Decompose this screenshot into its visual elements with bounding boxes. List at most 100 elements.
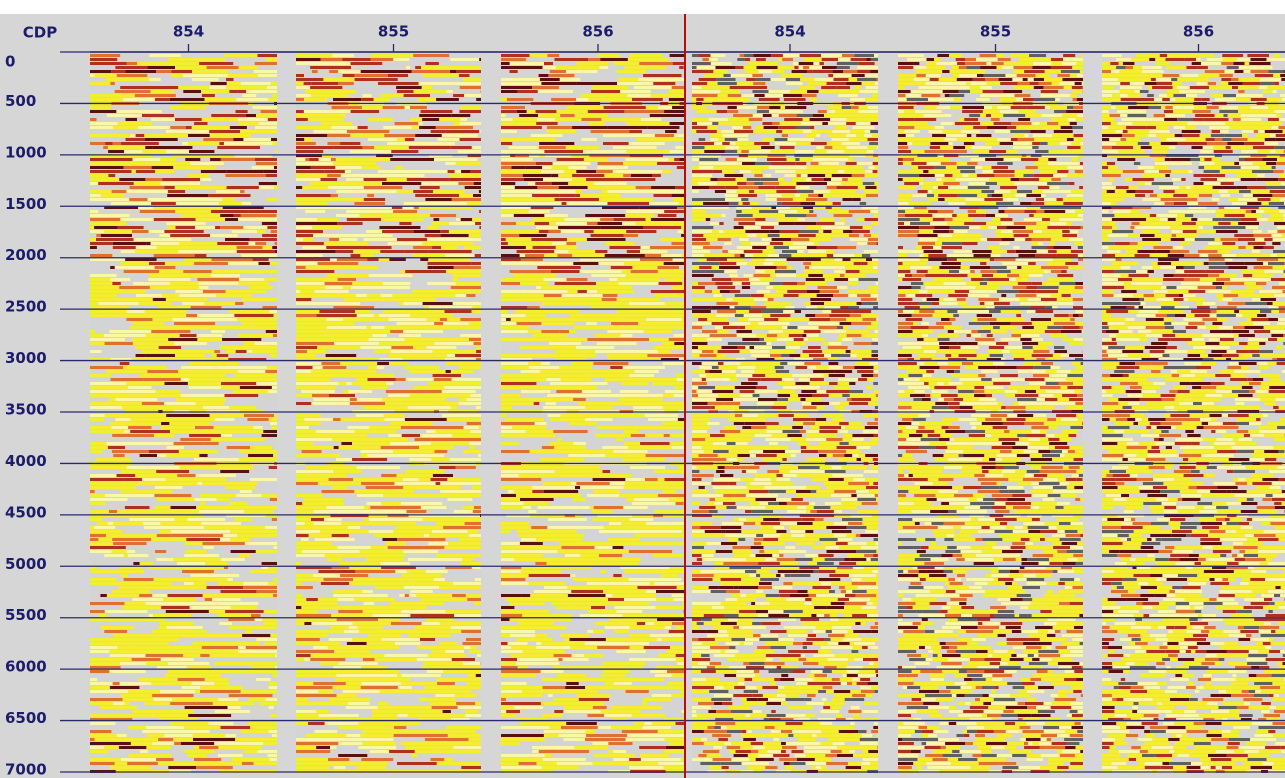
trace-sample	[113, 126, 139, 129]
trace-sample	[346, 214, 360, 217]
trace-sample	[671, 194, 685, 197]
trace-sample	[594, 434, 631, 437]
trace-sample	[708, 118, 729, 121]
trace-sample	[296, 222, 338, 225]
trace-sample	[117, 510, 151, 513]
trace-sample	[809, 98, 817, 101]
trace-sample	[658, 494, 685, 497]
trace-sample	[861, 578, 867, 581]
trace-sample	[577, 350, 596, 353]
trace-sample	[750, 546, 764, 549]
trace-sample	[629, 130, 642, 133]
trace-sample	[108, 150, 125, 153]
trace-sample	[126, 190, 168, 193]
trace-sample	[603, 106, 646, 109]
trace-sample	[622, 670, 630, 673]
trace-sample	[408, 370, 446, 373]
trace-sample	[296, 618, 311, 621]
trace-sample	[767, 254, 774, 257]
trace-sample	[653, 530, 682, 533]
trace-sample	[813, 62, 820, 65]
trace-sample	[848, 210, 871, 213]
trace-sample	[514, 186, 538, 189]
trace-sample	[229, 506, 252, 509]
trace-sample	[90, 526, 95, 529]
trace-sample	[188, 274, 212, 277]
trace-sample	[236, 510, 244, 513]
trace-sample	[304, 522, 314, 525]
trace-sample	[865, 114, 874, 117]
trace-sample	[759, 582, 772, 585]
trace-sample	[544, 62, 553, 65]
trace-sample	[420, 434, 453, 437]
trace-sample	[587, 370, 627, 373]
trace-sample	[328, 478, 354, 481]
trace-sample	[354, 74, 388, 77]
trace-sample	[257, 666, 275, 669]
trace-sample	[300, 290, 315, 293]
trace-sample	[733, 422, 745, 425]
trace-sample	[146, 242, 151, 245]
trace-sample	[588, 58, 601, 61]
trace-sample	[614, 178, 656, 181]
trace-sample	[692, 82, 708, 85]
trace-sample	[182, 570, 201, 573]
trace-sample	[559, 78, 581, 81]
trace-sample	[460, 318, 481, 321]
trace-sample	[591, 606, 605, 609]
trace-sample	[671, 446, 685, 449]
trace-sample	[191, 682, 215, 685]
trace-sample	[410, 590, 429, 593]
trace-sample	[368, 118, 393, 121]
trace-sample	[394, 506, 421, 509]
trace-sample	[90, 662, 120, 665]
trace-sample	[153, 614, 191, 617]
trace-sample	[604, 174, 624, 177]
trace-sample	[507, 242, 552, 245]
trace-sample	[173, 442, 205, 445]
trace-sample	[467, 674, 476, 677]
trace-sample	[246, 90, 277, 93]
trace-sample	[806, 226, 822, 229]
trace-sample	[842, 338, 853, 341]
trace-sample	[756, 402, 774, 405]
trace-sample	[413, 54, 450, 57]
trace-sample	[240, 690, 263, 693]
trace-sample	[501, 310, 508, 313]
trace-sample	[342, 58, 358, 61]
trace-sample	[320, 662, 339, 665]
trace-sample	[225, 218, 239, 221]
trace-sample	[439, 118, 461, 121]
trace-sample	[706, 502, 714, 505]
trace-sample	[541, 582, 566, 585]
trace-sample	[156, 558, 174, 561]
trace-sample	[679, 66, 684, 69]
trace-sample	[767, 298, 774, 301]
trace-sample	[452, 434, 481, 437]
trace-sample	[189, 150, 215, 153]
trace-sample	[876, 242, 878, 245]
trace-sample	[382, 230, 414, 233]
trace-sample	[843, 474, 864, 477]
trace-sample	[744, 54, 754, 57]
trace-sample	[114, 266, 155, 269]
trace-sample	[842, 54, 855, 57]
trace-sample	[664, 210, 685, 213]
trace-sample	[696, 450, 704, 453]
trace-sample	[507, 642, 528, 645]
trace-sample	[382, 182, 422, 185]
trace-sample	[771, 390, 778, 393]
trace-sample	[443, 526, 481, 529]
trace-sample	[377, 362, 389, 365]
trace-sample	[872, 162, 878, 165]
trace-sample	[234, 374, 242, 377]
trace-sample	[821, 166, 844, 169]
trace-sample	[133, 342, 174, 345]
trace-sample	[363, 238, 398, 241]
trace-sample	[862, 226, 872, 229]
trace-sample	[310, 430, 316, 433]
trace-sample	[501, 546, 535, 549]
trace-sample	[151, 538, 187, 541]
trace-sample	[362, 742, 396, 745]
trace-sample	[445, 254, 475, 257]
